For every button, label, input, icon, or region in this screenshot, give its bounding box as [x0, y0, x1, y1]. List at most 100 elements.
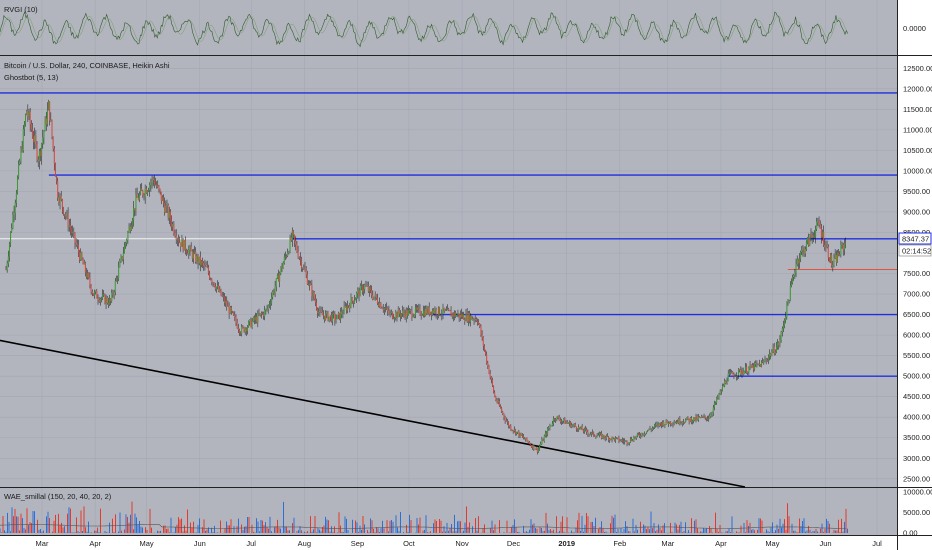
price-tick-label: 12000.00: [903, 84, 932, 93]
candle-body: [264, 310, 266, 317]
wae-tick-label: 0.00: [903, 529, 918, 538]
candle-body: [290, 237, 292, 241]
candle-body: [619, 440, 621, 442]
candle-body: [703, 415, 705, 417]
candle-body: [583, 428, 585, 432]
candle-body: [182, 239, 184, 251]
candle-body: [92, 293, 94, 296]
candle-body: [318, 312, 320, 314]
candle-body: [291, 230, 293, 241]
candle-body: [819, 224, 821, 229]
candle-body: [243, 327, 245, 332]
candle-body: [389, 312, 391, 314]
candle-body: [349, 305, 351, 309]
time-axis: Mar Apr May Jun Jul Aug Sep Oct Nov Dec 2019 Feb Mar…: [36, 539, 883, 548]
candle-body: [480, 326, 482, 335]
candle-body: [103, 294, 105, 296]
candle-body: [763, 361, 765, 363]
candle-body: [177, 239, 179, 243]
candle-body: [587, 432, 589, 435]
candle-body: [503, 413, 505, 418]
candle-body: [844, 242, 846, 244]
candle-body: [64, 214, 66, 216]
candle-body: [474, 319, 476, 321]
candle-body: [527, 440, 529, 443]
candle-body: [459, 313, 461, 318]
candle-body: [115, 277, 117, 282]
candle-body: [38, 151, 40, 162]
candle-body: [482, 336, 484, 346]
candle-body: [627, 443, 629, 445]
candle-body: [267, 305, 269, 310]
candle-body: [52, 136, 54, 149]
candle-body: [702, 416, 704, 418]
candle-body: [633, 437, 635, 441]
candle-body: [156, 184, 158, 187]
candle-body: [123, 245, 125, 254]
candle-body: [732, 372, 734, 375]
candle-body: [489, 373, 491, 377]
candle-body: [398, 309, 400, 314]
candle-body: [62, 207, 64, 215]
candle-body: [532, 444, 534, 448]
candle-body: [146, 191, 148, 194]
candle-body: [319, 310, 321, 313]
candle-body: [747, 371, 749, 374]
price-tick-label: 11000.00: [903, 125, 932, 134]
candle-body: [351, 297, 353, 301]
candle-body: [439, 307, 441, 315]
candle-body: [310, 283, 312, 286]
candle-body: [564, 418, 566, 424]
candle-body: [135, 194, 137, 211]
candle-body: [794, 272, 796, 276]
candle-body: [636, 433, 638, 436]
candle-body: [557, 416, 559, 418]
candle-body: [197, 255, 199, 264]
candle-body: [614, 437, 616, 441]
candle-body: [432, 310, 434, 316]
candle-body: [705, 417, 707, 420]
candle-body: [766, 360, 768, 362]
candle-body: [771, 352, 773, 356]
candle-body: [729, 372, 731, 374]
candle-body: [279, 273, 281, 282]
candle-body: [368, 287, 370, 292]
candle-body: [777, 342, 779, 347]
candle-body: [683, 422, 685, 424]
candle-body: [807, 237, 809, 242]
candle-body: [168, 211, 170, 218]
candle-body: [831, 254, 833, 266]
candle-body: [559, 419, 561, 422]
candle-body: [137, 197, 139, 200]
candle-body: [381, 308, 383, 309]
candle-body: [491, 379, 493, 386]
candle-body: [448, 308, 450, 311]
candle-body: [624, 440, 626, 442]
candle-body: [367, 286, 369, 292]
candle-body: [563, 418, 565, 421]
candle-body: [259, 313, 261, 315]
candle-body: [602, 435, 604, 439]
candle-body: [160, 191, 162, 201]
candle-body: [608, 436, 610, 441]
candle-body: [671, 424, 673, 425]
candle-body: [50, 119, 52, 121]
candle-body: [467, 313, 469, 322]
candle-body: [433, 310, 435, 314]
trendline[interactable]: [0, 339, 746, 488]
candle-body: [505, 420, 507, 422]
candle-body: [357, 290, 359, 294]
candle-body: [708, 418, 710, 420]
candle-body: [463, 314, 465, 320]
candle-body: [597, 435, 599, 437]
candle-body: [612, 437, 614, 439]
candle-body: [314, 299, 316, 303]
candle-body: [842, 244, 844, 250]
candle-body: [580, 426, 582, 429]
candle-body: [305, 271, 307, 275]
candle-body: [238, 329, 240, 333]
candle-body: [306, 274, 308, 285]
candle-body: [183, 240, 185, 251]
candle-body: [141, 188, 143, 191]
candle-body: [734, 375, 736, 377]
